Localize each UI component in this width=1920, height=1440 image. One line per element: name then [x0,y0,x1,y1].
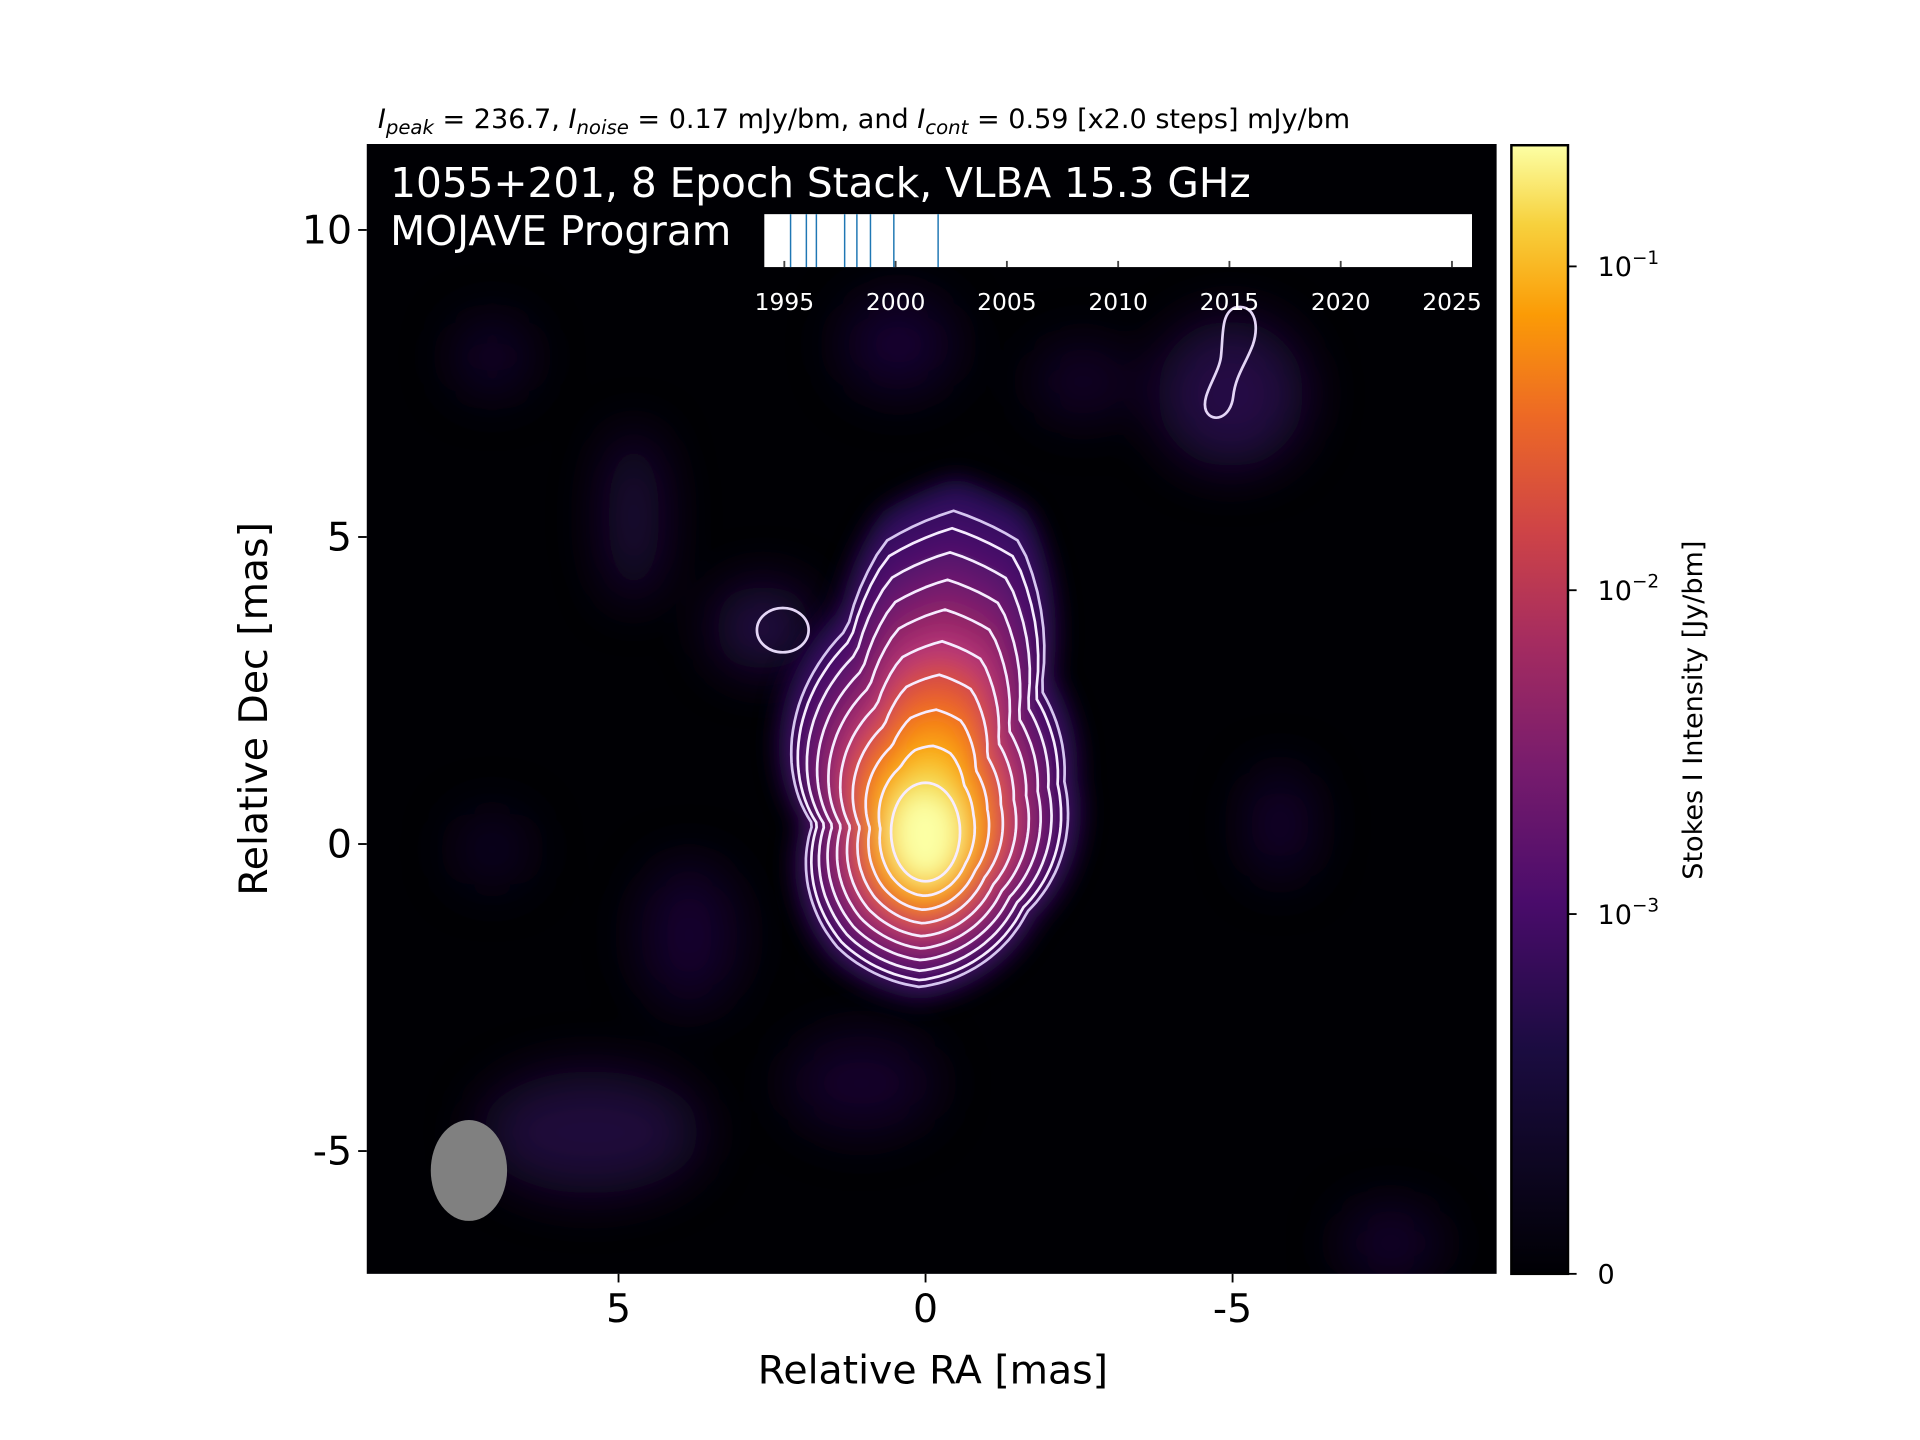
colorbar-tick-base: 10 [1598,252,1632,283]
contour [851,673,1005,925]
contour [838,639,1018,938]
colorbar [1510,143,1570,1276]
contours [789,509,1070,989]
contour [815,578,1042,962]
epoch-tick-label: 2005 [977,288,1036,316]
y-tick-label: 0 [327,822,352,868]
x-tick-label: -5 [1213,1286,1252,1332]
title-text: = 0.17 mJy/bm, and [629,104,917,135]
contour [1203,305,1258,419]
colorbar-tick-base: 10 [1598,900,1632,931]
epoch-tick-label: 2000 [866,288,926,316]
x-axis-label: Relative RA [mas] [758,1347,1108,1393]
beam [430,1120,508,1221]
contour [755,606,810,654]
x-tick-label: 5 [606,1286,631,1332]
colorbar-label: Stokes I Intensity [Jy/bm] [1678,541,1709,880]
source-emission [778,478,1081,1000]
contour [827,608,1031,950]
chart-title: Ipeak = 236.7, Inoise = 0.17 mJy/bm, and… [378,104,1350,139]
epoch-tick-label: 2010 [1088,288,1148,316]
contour [789,509,1070,989]
title-symbol: I [378,104,386,135]
title-subscript: peak [385,116,436,139]
y-tick-label: 5 [327,515,352,561]
colorbar-tick-exponent: −3 [1632,896,1659,917]
title-subscript: cont [925,116,969,139]
title-text: = 236.7, [434,104,569,135]
x-tick-label: 0 [913,1286,938,1332]
contour [805,550,1053,973]
contour [877,744,977,897]
epoch-inset [764,214,1472,268]
emission-core [903,800,948,864]
colorbar-tick-exponent: −1 [1632,248,1659,269]
y-axis-label: Relative Dec [mas] [231,522,277,896]
epoch-tick-label: 2015 [1200,288,1260,316]
colorbar-tick-label: 10−3 [1598,896,1660,931]
annotation: 1055+201, 8 Epoch Stack, VLBA 15.3 GHz [390,159,1251,207]
background-emission [455,295,1440,1274]
title-symbol: I [917,104,925,135]
contour [796,526,1063,982]
epoch-tick-label: 2020 [1311,288,1371,316]
y-tick-label: 10 [302,208,352,254]
epoch-tick-label: 2025 [1422,288,1482,316]
contour [864,708,991,912]
epoch-tick-label: 1995 [755,288,815,316]
title-subscript: noise [576,116,628,139]
title-symbol: I [568,104,576,135]
colorbar-tick-label: 0 [1598,1260,1615,1291]
colorbar-tick-base: 10 [1598,576,1632,607]
colorbar-tick-exponent: −2 [1632,572,1659,593]
colorbar-tick-label: 10−1 [1598,248,1660,283]
colorbar-tick-label: 10−2 [1598,572,1660,607]
title-text: = 0.59 [x2.0 steps] mJy/bm [968,104,1350,135]
contour [889,781,962,883]
annotation: MOJAVE Program [390,207,731,255]
y-tick-label: -5 [313,1129,352,1175]
